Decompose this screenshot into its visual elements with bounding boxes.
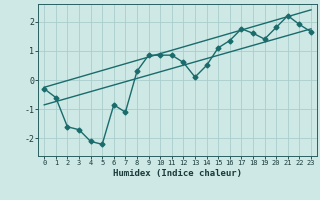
X-axis label: Humidex (Indice chaleur): Humidex (Indice chaleur)	[113, 169, 242, 178]
